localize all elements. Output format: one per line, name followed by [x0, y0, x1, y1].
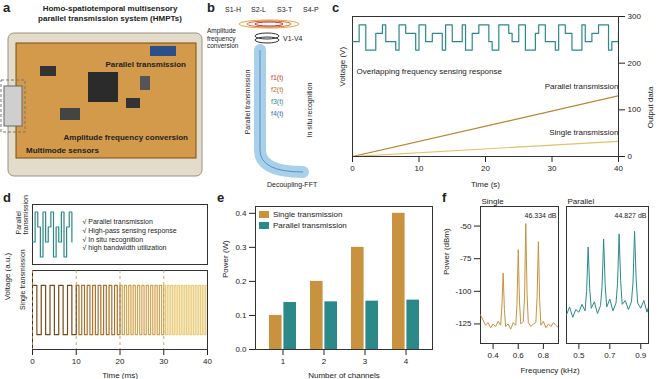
svg-text:10: 10 — [72, 357, 81, 366]
svg-text:Decoupling-FFT: Decoupling-FFT — [267, 181, 318, 189]
svg-text:V1-V4: V1-V4 — [283, 35, 303, 42]
svg-text:0.1: 0.1 — [235, 311, 247, 320]
svg-text:Parallel transmission: Parallel transmission — [106, 60, 187, 69]
svg-text:In situ recognition: In situ recognition — [306, 82, 314, 137]
svg-text:2: 2 — [322, 357, 327, 366]
svg-text:0: 0 — [350, 164, 355, 173]
svg-text:20: 20 — [481, 164, 490, 173]
html-text:Single transmission: Single transmission — [273, 210, 343, 219]
svg-text:-100: -100 — [455, 287, 472, 296]
svg-text:frequency: frequency — [207, 34, 236, 42]
svg-text:Time (ms): Time (ms) — [102, 371, 138, 379]
svg-text:Amplitude frequency conversion: Amplitude frequency conversion — [64, 133, 189, 142]
svg-text:S1-H: S1-H — [225, 6, 241, 13]
svg-text:0.3: 0.3 — [235, 243, 247, 252]
svg-text:S2-L: S2-L — [251, 6, 266, 13]
svg-text:a: a — [3, 0, 11, 15]
svg-text:44.827 dB: 44.827 dB — [615, 212, 647, 219]
svg-text:-75: -75 — [460, 254, 472, 263]
svg-text:0.4: 0.4 — [488, 351, 500, 360]
svg-text:Single transmission: Single transmission — [549, 128, 618, 137]
svg-text:0.0: 0.0 — [235, 345, 247, 354]
html-text:c: c — [332, 0, 340, 15]
svg-text:0: 0 — [628, 152, 633, 161]
html-text:d: d — [3, 190, 11, 205]
svg-text:0.2: 0.2 — [235, 277, 247, 286]
svg-text:3: 3 — [363, 357, 368, 366]
svg-text:Output data: Output data — [646, 86, 655, 128]
html-text:f: f — [442, 190, 447, 205]
svg-text:Single: Single — [482, 197, 505, 206]
svg-text:f2(t): f2(t) — [271, 86, 283, 94]
svg-text:Multimode sensors: Multimode sensors — [26, 146, 99, 155]
html-text:e: e — [217, 190, 225, 205]
svg-text:f3(t): f3(t) — [271, 98, 283, 106]
svg-text:40: 40 — [203, 357, 212, 366]
svg-text:100: 100 — [628, 105, 642, 114]
svg-text:0.9: 0.9 — [635, 351, 647, 360]
svg-text:-50: -50 — [460, 222, 472, 231]
svg-text:300: 300 — [628, 12, 642, 21]
svg-text:10: 10 — [415, 164, 424, 173]
svg-text:0.4: 0.4 — [235, 209, 247, 218]
svg-text:30: 30 — [159, 357, 168, 366]
svg-text:-125: -125 — [455, 319, 472, 328]
svg-text:Single transmission: Single transmission — [19, 249, 27, 310]
svg-text:30: 30 — [548, 164, 557, 173]
svg-text:f1(t): f1(t) — [271, 74, 283, 82]
svg-text:46.334 dB: 46.334 dB — [525, 212, 557, 219]
svg-text:Parallel transmission: Parallel transmission — [244, 70, 251, 135]
svg-text:Parallel transmission: Parallel transmission — [545, 82, 619, 91]
svg-text:0.6: 0.6 — [513, 351, 525, 360]
svg-text:Paralleltransmission: Paralleltransmission — [15, 195, 29, 234]
svg-text:0.8: 0.8 — [538, 351, 550, 360]
svg-text:1: 1 — [281, 357, 286, 366]
svg-text:40: 40 — [614, 164, 623, 173]
svg-text:b: b — [207, 0, 215, 15]
svg-text:S3-T: S3-T — [277, 6, 293, 13]
svg-text:S4-P: S4-P — [303, 6, 319, 13]
svg-text:Number of channels: Number of channels — [308, 371, 380, 379]
svg-text:20: 20 — [116, 357, 125, 366]
svg-text:Voltage (V): Voltage (V) — [338, 47, 347, 87]
svg-text:Voltage (a.u.): Voltage (a.u.) — [3, 252, 12, 300]
html-text:Parallel transmission: Parallel transmission — [273, 221, 347, 230]
svg-text:f4(t): f4(t) — [271, 110, 283, 118]
svg-text:parallel transmission system (: parallel transmission system (HMPTs) — [38, 14, 182, 23]
svg-text:Parallel: Parallel — [568, 197, 595, 206]
svg-text:0.5: 0.5 — [573, 351, 585, 360]
svg-text:200: 200 — [628, 59, 642, 68]
svg-text:Time (s): Time (s) — [471, 180, 500, 189]
svg-text:4: 4 — [404, 357, 409, 366]
svg-text:Amplitude: Amplitude — [207, 27, 236, 34]
svg-text:Homo-spatiotemporal multisenso: Homo-spatiotemporal multisensory — [43, 4, 178, 13]
svg-text:conversion: conversion — [207, 42, 239, 49]
svg-text:Overlapping frequency sensing: Overlapping frequency sensing response — [357, 67, 503, 76]
html-text:Frequency (kHz): Frequency (kHz) — [520, 366, 580, 375]
svg-text:0: 0 — [30, 357, 35, 366]
svg-text:0.7: 0.7 — [604, 351, 616, 360]
svg-text:Power (dBm): Power (dBm) — [442, 228, 451, 275]
svg-text:Power (W): Power (W) — [221, 240, 230, 278]
svg-text:√ Parallel transmission√ High-: √ Parallel transmission√ High-pass sensi… — [83, 218, 177, 252]
